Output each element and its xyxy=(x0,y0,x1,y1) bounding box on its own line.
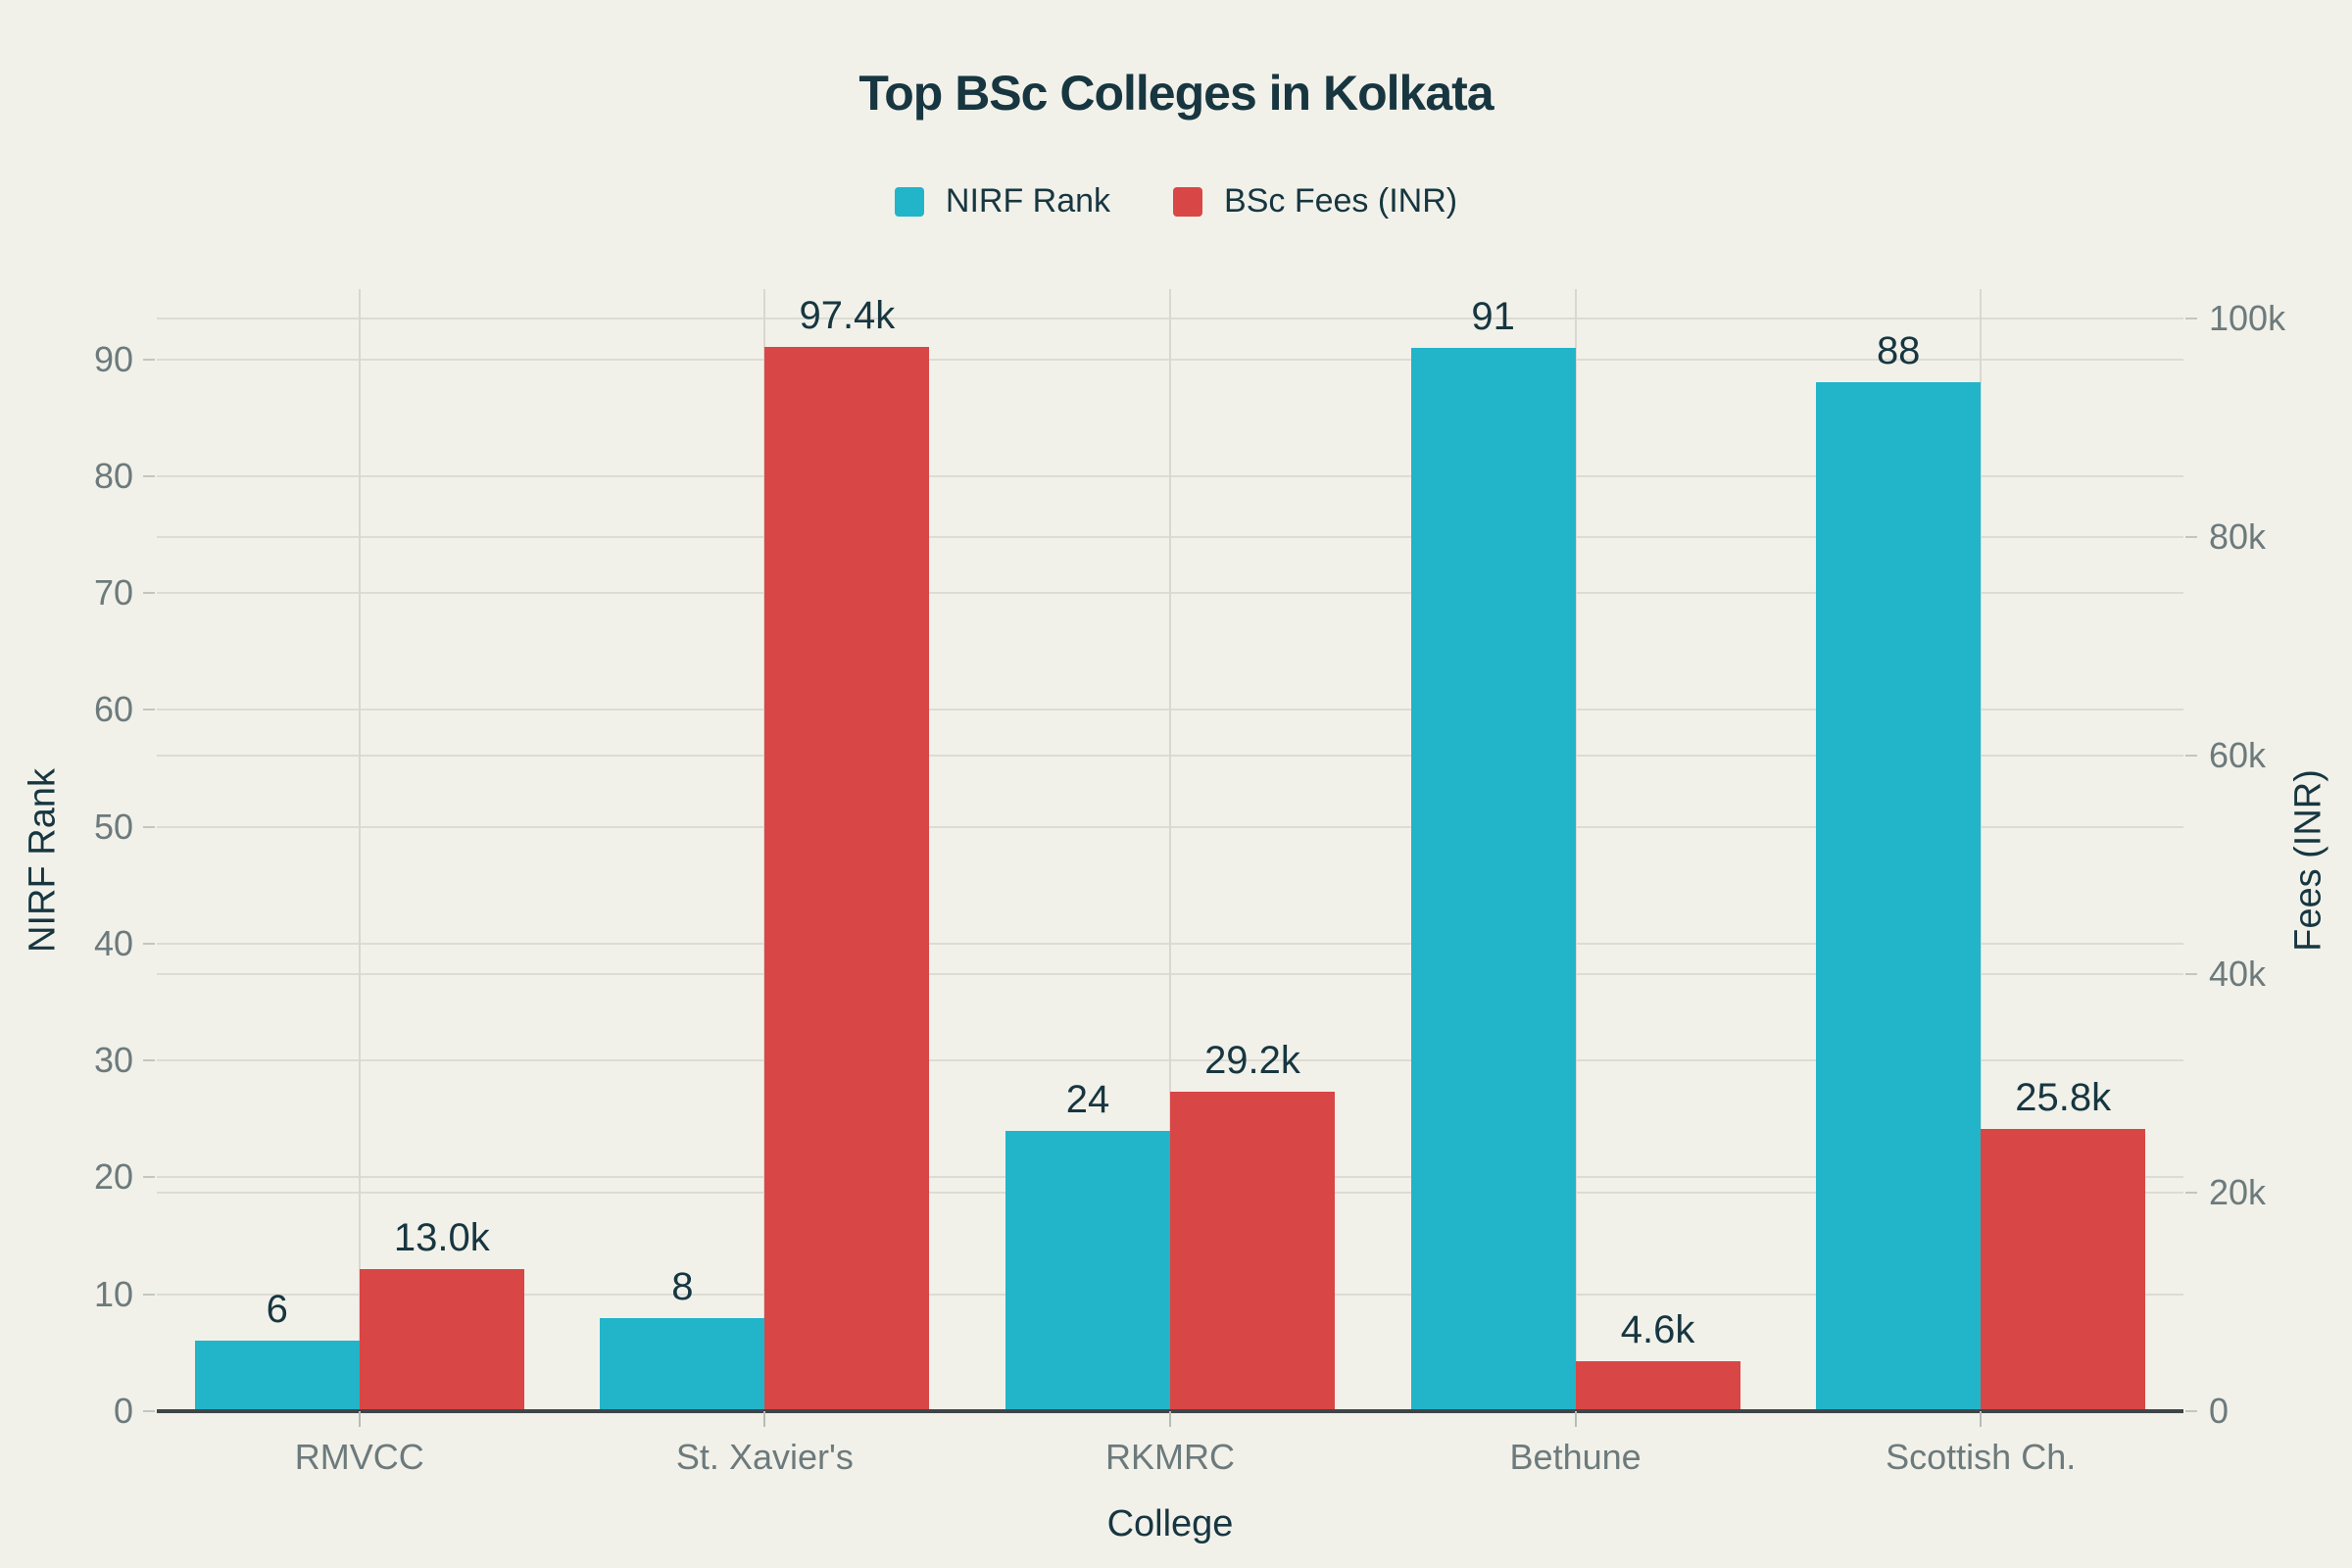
value-label-bsc-fees-inr-rmvcc: 13.0k xyxy=(393,1216,490,1260)
plot-area xyxy=(157,289,2183,1413)
y-right-tick-100000 xyxy=(2185,318,2197,320)
legend-label-bsc-fees-inr: BSc Fees (INR) xyxy=(1224,182,1458,220)
y-left-tick-60 xyxy=(143,709,155,711)
value-label-nirf-rank-scottish-ch: 88 xyxy=(1876,329,1921,373)
value-label-bsc-fees-inr-rkmrc: 29.2k xyxy=(1204,1039,1300,1083)
y-left-tick-0 xyxy=(143,1410,155,1412)
value-label-nirf-rank-rkmrc: 24 xyxy=(1065,1077,1110,1121)
y-left-tick-label-80: 80 xyxy=(93,455,133,496)
y-right-tick-60000 xyxy=(2185,755,2197,758)
value-label-bsc-fees-inr-st-xavier-s: 97.4k xyxy=(799,294,896,338)
gridline-category-rmvcc xyxy=(358,289,361,1411)
gridline-category-rkmrc xyxy=(1169,289,1171,1411)
x-axis-title: College xyxy=(1106,1503,1234,1544)
y-left-tick-10 xyxy=(143,1293,155,1296)
legend-label-nirf-rank: NIRF Rank xyxy=(945,182,1111,220)
bar-bsc-fees-inr-rkmrc[interactable] xyxy=(1170,1092,1335,1411)
y-left-tick-label-50: 50 xyxy=(93,806,133,847)
y-right-tick-label-20000: 20k xyxy=(2209,1172,2267,1213)
gridline-category-scottish-ch xyxy=(1980,289,1983,1411)
bar-bsc-fees-inr-bethune[interactable] xyxy=(1575,1360,1740,1411)
x-tick-bethune xyxy=(1574,1411,1577,1427)
bar-nirf-rank-st-xavier-s[interactable] xyxy=(600,1317,765,1411)
y-right-tick-80000 xyxy=(2185,536,2197,539)
x-tick-st-xavier-s xyxy=(763,1411,766,1427)
y-left-tick-label-20: 20 xyxy=(93,1156,133,1198)
y-axis-title-right: Fees (INR) xyxy=(2287,769,2329,952)
value-label-bsc-fees-inr-scottish-ch: 25.8k xyxy=(2015,1076,2112,1120)
bar-nirf-rank-bethune[interactable] xyxy=(1410,347,1576,1411)
y-left-tick-40 xyxy=(143,942,155,945)
bar-bsc-fees-inr-rmvcc[interactable] xyxy=(359,1269,524,1411)
y-left-tick-90 xyxy=(143,358,155,361)
y-right-tick-20000 xyxy=(2185,1192,2197,1195)
value-label-bsc-fees-inr-bethune: 4.6k xyxy=(1620,1307,1695,1351)
legend-swatch-nirf-rank xyxy=(894,186,924,217)
y-left-tick-label-90: 90 xyxy=(93,338,133,379)
y-left-tick-80 xyxy=(143,474,155,477)
y-left-tick-50 xyxy=(143,825,155,828)
legend-item-bsc-fees-inr[interactable]: BSc Fees (INR) xyxy=(1173,182,1457,220)
y-left-tick-30 xyxy=(143,1059,155,1062)
y-left-tick-label-30: 30 xyxy=(93,1040,133,1081)
bar-bsc-fees-inr-st-xavier-s[interactable] xyxy=(764,347,930,1411)
y-right-tick-label-100000: 100k xyxy=(2209,298,2286,339)
y-right-tick-label-80000: 80k xyxy=(2209,516,2267,558)
y-right-tick-0 xyxy=(2185,1410,2197,1412)
y-right-tick-40000 xyxy=(2185,973,2197,976)
y-left-tick-label-40: 40 xyxy=(93,922,133,963)
y-left-tick-label-70: 70 xyxy=(93,572,133,613)
x-tick-label-rmvcc: RMVCC xyxy=(294,1437,424,1477)
value-label-nirf-rank-bethune: 91 xyxy=(1471,294,1515,338)
legend-item-nirf-rank[interactable]: NIRF Rank xyxy=(894,182,1111,220)
value-label-nirf-rank-rmvcc: 6 xyxy=(266,1288,288,1332)
x-tick-rmvcc xyxy=(358,1411,361,1427)
chart-title: Top BSc Colleges in Kolkata xyxy=(858,66,1494,121)
x-tick-label-st-xavier-s: St. Xavier's xyxy=(675,1437,854,1477)
legend: NIRF Rank BSc Fees (INR) xyxy=(0,182,2352,220)
x-tick-label-scottish-ch: Scottish Ch. xyxy=(1886,1437,2077,1477)
value-label-nirf-rank-st-xavier-s: 8 xyxy=(671,1264,694,1308)
bar-nirf-rank-rkmrc[interactable] xyxy=(1005,1130,1170,1411)
legend-swatch-bsc-fees-inr xyxy=(1173,186,1203,217)
y-right-tick-label-40000: 40k xyxy=(2209,954,2267,995)
gridline-category-bethune xyxy=(1574,289,1577,1411)
x-tick-scottish-ch xyxy=(1980,1411,1983,1427)
y-left-tick-label-10: 10 xyxy=(93,1273,133,1314)
y-right-tick-label-0: 0 xyxy=(2209,1391,2230,1431)
y-left-tick-label-0: 0 xyxy=(113,1391,133,1431)
bar-nirf-rank-rmvcc[interactable] xyxy=(194,1341,360,1411)
y-right-tick-label-60000: 60k xyxy=(2209,735,2267,776)
x-tick-label-bethune: Bethune xyxy=(1509,1437,1642,1477)
bar-nirf-rank-scottish-ch[interactable] xyxy=(1816,382,1982,1411)
x-tick-label-rkmrc: RKMRC xyxy=(1104,1437,1235,1477)
y-left-tick-20 xyxy=(143,1176,155,1179)
x-tick-rkmrc xyxy=(1169,1411,1171,1427)
bar-bsc-fees-inr-scottish-ch[interactable] xyxy=(1981,1129,2146,1411)
y-left-tick-70 xyxy=(143,592,155,595)
y-left-tick-label-60: 60 xyxy=(93,689,133,730)
